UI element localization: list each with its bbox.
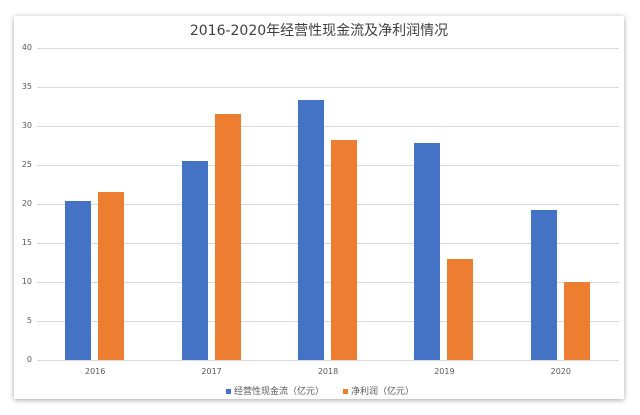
legend-swatch-blue xyxy=(226,389,232,394)
y-tick-label: 15 xyxy=(21,238,32,247)
x-tick-label: 2018 xyxy=(317,367,339,376)
gridline xyxy=(37,204,619,205)
y-tick-label: 35 xyxy=(21,82,32,91)
gridline xyxy=(37,321,619,322)
bar-cashflow xyxy=(298,100,324,360)
y-tick-label: 10 xyxy=(21,277,32,286)
legend-label-profit: 净利润（亿元） xyxy=(350,387,414,397)
y-tick-label: 40 xyxy=(21,43,32,52)
gridline xyxy=(37,48,619,49)
bar-cashflow xyxy=(414,143,441,360)
y-tick-label: 0 xyxy=(26,355,32,364)
chart-title: 2016-2020年经营性现金流及净利润情况 xyxy=(189,23,449,39)
gridline xyxy=(37,87,619,88)
bar-cashflow xyxy=(530,210,557,360)
legend-item-cashflow: 经营性现金流（亿元） xyxy=(226,384,324,397)
legend-label-cashflow: 经营性现金流（亿元） xyxy=(234,387,325,397)
bar-net-profit xyxy=(563,282,590,360)
y-tick-label: 20 xyxy=(21,199,32,208)
bar-cashflow xyxy=(181,161,208,360)
bar-net-profit xyxy=(331,140,357,360)
y-tick-label: 30 xyxy=(21,121,32,130)
legend-swatch-orange xyxy=(342,389,348,394)
gridline xyxy=(37,165,619,166)
gridline xyxy=(37,360,619,361)
gridline xyxy=(37,126,619,127)
bar-net-profit xyxy=(214,114,241,360)
x-tick-label: 2016 xyxy=(85,367,106,376)
y-tick-label: 25 xyxy=(21,160,32,169)
y-tick-label: 5 xyxy=(26,316,32,325)
legend: 经营性现金流（亿元） 净利润（亿元） xyxy=(0,384,640,397)
x-tick-label: 2020 xyxy=(550,367,571,376)
bar-net-profit xyxy=(98,191,125,360)
gridline xyxy=(37,243,619,244)
legend-item-profit: 净利润（亿元） xyxy=(342,384,414,397)
gridline xyxy=(37,282,619,283)
x-tick-label: 2017 xyxy=(201,367,222,376)
x-tick-label: 2019 xyxy=(434,367,455,376)
bar-cashflow xyxy=(65,200,92,360)
bar-net-profit xyxy=(447,259,474,360)
